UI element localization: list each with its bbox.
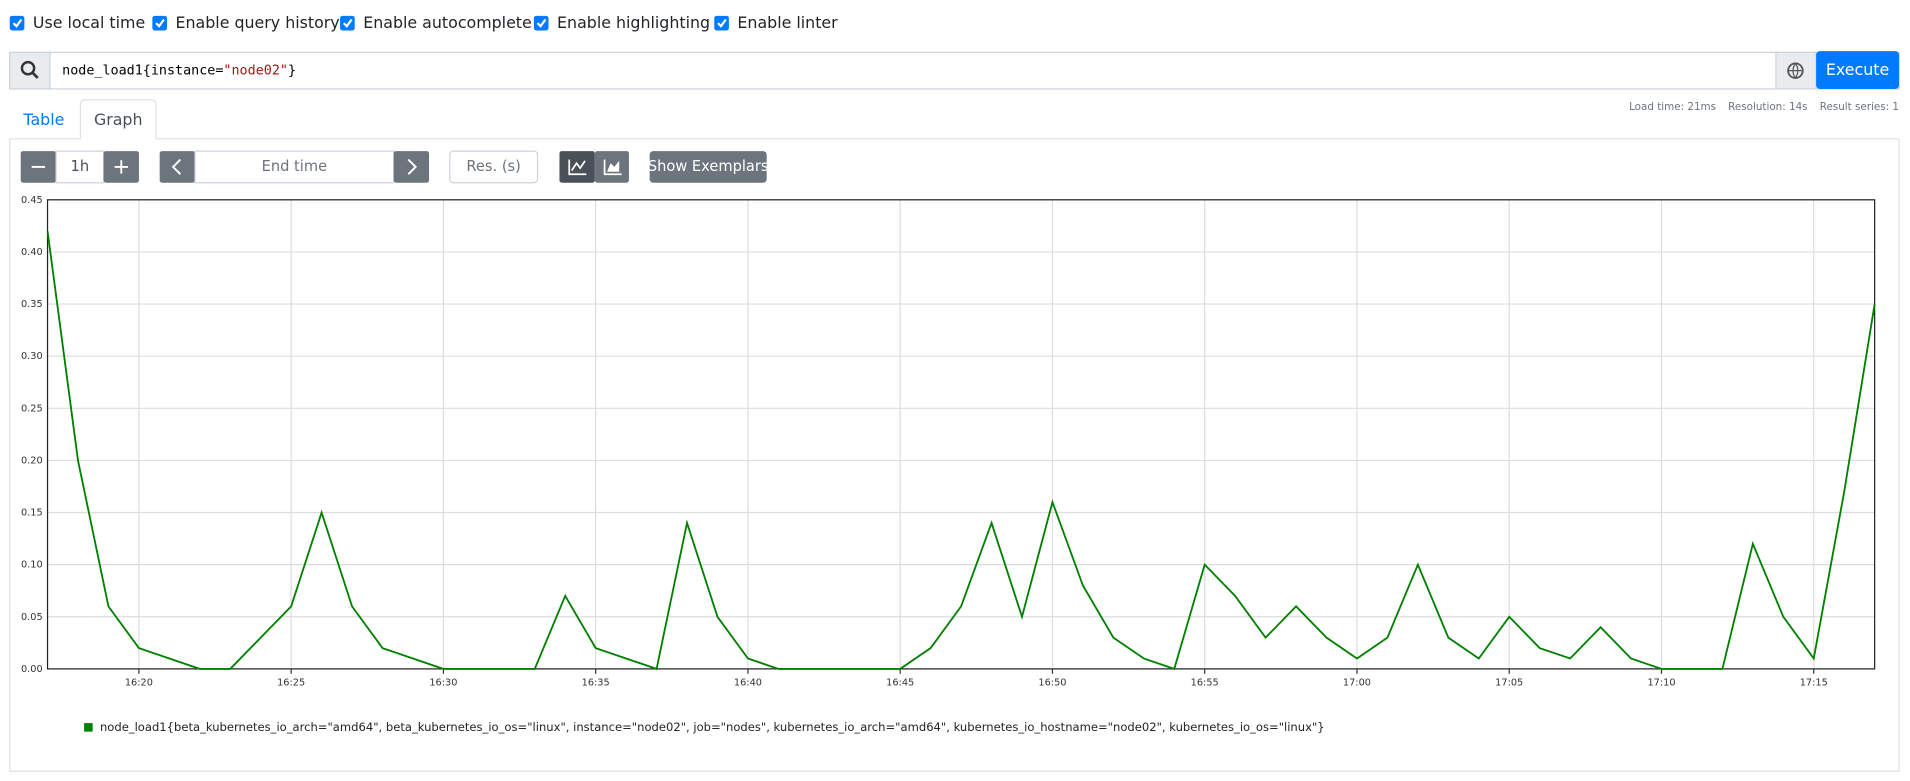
option-label[interactable]: Enable linter bbox=[737, 13, 838, 32]
x-tick-label: 16:40 bbox=[734, 677, 762, 688]
query-stat: Result series: 1 bbox=[1820, 101, 1899, 113]
area-icon bbox=[603, 159, 622, 176]
query-token[interactable]: {instance= bbox=[143, 64, 224, 79]
plus-icon bbox=[114, 160, 128, 174]
checkbox[interactable] bbox=[533, 15, 549, 31]
check-mark bbox=[536, 18, 547, 28]
chevron-left bbox=[171, 158, 182, 175]
option-label[interactable]: Enable highlighting bbox=[557, 13, 710, 32]
x-tick-label: 16:55 bbox=[1191, 677, 1219, 688]
check-mark bbox=[342, 18, 353, 28]
x-tick-label: 17:10 bbox=[1647, 677, 1675, 688]
end-prev[interactable] bbox=[159, 151, 196, 183]
query-token[interactable]: } bbox=[288, 64, 296, 79]
panel bbox=[9, 138, 1900, 772]
area-icon bbox=[607, 160, 620, 172]
y-tick-label: 0.00 bbox=[21, 664, 43, 675]
x-tick-label: 17:00 bbox=[1343, 677, 1371, 688]
x-tick-label: 16:30 bbox=[429, 677, 457, 688]
y-tick-label: 0.35 bbox=[21, 299, 43, 310]
x-tick-label: 17:05 bbox=[1495, 677, 1523, 688]
query-token[interactable]: "node02" bbox=[223, 64, 288, 79]
search-icon bbox=[31, 72, 39, 79]
query-token[interactable]: node_load1 bbox=[62, 64, 143, 79]
x-tick-label: 16:35 bbox=[582, 677, 610, 688]
y-tick-label: 0.05 bbox=[21, 612, 43, 623]
y-tick-label: 0.45 bbox=[21, 195, 43, 206]
checkbox[interactable] bbox=[152, 15, 167, 31]
unstacked-button[interactable] bbox=[559, 151, 595, 183]
chevron-right bbox=[407, 158, 418, 175]
option-label[interactable]: Use local time bbox=[33, 13, 145, 32]
y-tick-label: 0.30 bbox=[21, 351, 43, 362]
query-stat: Resolution: 14s bbox=[1728, 101, 1807, 113]
end-time-placeholder[interactable]: End time bbox=[262, 158, 327, 175]
x-tick-label: 17:15 bbox=[1800, 677, 1828, 688]
legend-label[interactable]: node_load1{beta_kubernetes_io_arch="amd6… bbox=[100, 720, 1325, 734]
query-text[interactable]: node_load1{instance="node02"} bbox=[62, 64, 296, 79]
checkbox[interactable] bbox=[714, 15, 729, 31]
line-icon bbox=[568, 159, 587, 176]
resolution-input[interactable] bbox=[449, 150, 539, 184]
legend-swatch[interactable] bbox=[84, 723, 93, 732]
check-mark bbox=[717, 18, 727, 28]
plot-frame bbox=[46, 199, 1876, 670]
x-tick-label: 16:20 bbox=[125, 677, 153, 688]
grid bbox=[47, 199, 1875, 670]
y-tick-label: 0.25 bbox=[21, 403, 43, 414]
query-box[interactable] bbox=[9, 51, 1900, 90]
globe-icon bbox=[1788, 63, 1803, 80]
y-tick-label: 0.10 bbox=[21, 560, 43, 571]
check-mark bbox=[12, 18, 23, 28]
y-tick-label: 0.40 bbox=[21, 247, 43, 258]
tab-table[interactable]: Table bbox=[22, 110, 64, 129]
series-line bbox=[46, 230, 1876, 671]
range-input[interactable] bbox=[55, 150, 105, 184]
check-mark bbox=[155, 18, 165, 28]
option-label[interactable]: Enable autocomplete bbox=[363, 13, 532, 32]
checkbox[interactable] bbox=[9, 15, 25, 31]
x-tick-label: 16:50 bbox=[1038, 677, 1066, 688]
tab-graph[interactable]: Graph bbox=[94, 110, 143, 129]
resolution-placeholder[interactable]: Res. (s) bbox=[466, 158, 520, 175]
checkbox[interactable] bbox=[340, 15, 355, 31]
x-tick-label: 16:25 bbox=[277, 677, 305, 688]
x-tick-label: 16:45 bbox=[886, 677, 914, 688]
search-icon bbox=[20, 60, 36, 76]
exemplars-button[interactable] bbox=[649, 151, 767, 183]
option-label[interactable]: Enable query history bbox=[176, 13, 340, 32]
active-tab[interactable] bbox=[79, 99, 157, 139]
range-value[interactable]: 1h bbox=[71, 158, 90, 175]
execute-button[interactable] bbox=[1816, 51, 1900, 89]
end-time-input[interactable] bbox=[194, 150, 395, 184]
y-tick-label: 0.15 bbox=[21, 508, 43, 519]
search-icon-box bbox=[9, 51, 51, 90]
execute-label[interactable]: Execute bbox=[1826, 60, 1889, 79]
exemplars-label[interactable]: Show Exemplars bbox=[648, 158, 769, 175]
y-tick-label: 0.20 bbox=[21, 455, 43, 466]
query-stat: Load time: 21ms bbox=[1629, 101, 1716, 113]
end-next[interactable] bbox=[393, 151, 430, 183]
